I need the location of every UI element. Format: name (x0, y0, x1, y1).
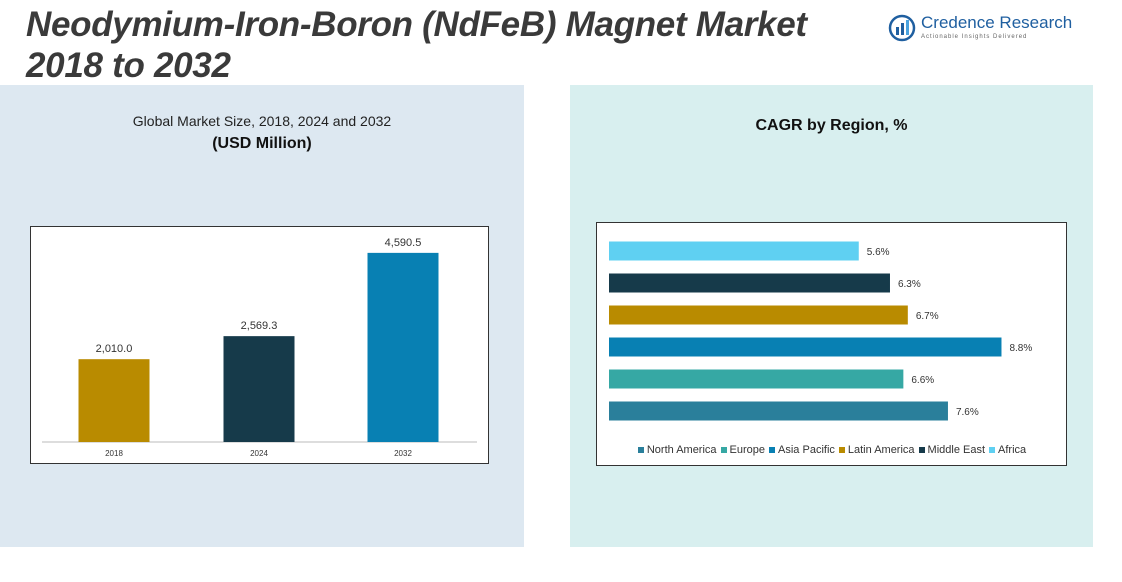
logo-name: Credence Research (921, 13, 1073, 32)
bar-asia-pacific (609, 337, 1002, 357)
data-label: 6.6% (911, 375, 934, 386)
data-label: 4,590.5 (385, 237, 422, 249)
logo-tagline: Actionable Insights Delivered (921, 34, 1028, 40)
legend-swatch (838, 447, 845, 454)
logo-icon (888, 14, 916, 42)
legend-swatch (720, 447, 727, 454)
bar-africa (609, 241, 859, 261)
x-tick-label: 2018 (105, 449, 123, 458)
bar-europe (609, 369, 904, 389)
cagr-horizontal-bar-chart: 5.6% 6.3% 6.7% 8.8% 6.6% 7.6% (596, 222, 1067, 466)
market-size-title: Global Market Size, 2018, 2024 and 2032 (132, 113, 392, 129)
market-size-bar-chart: 2,010.0 2018 2,569.3 2024 4,590.5 2032 (30, 226, 489, 464)
data-label: 7.6% (956, 407, 979, 418)
legend-item: Middle East (918, 444, 986, 456)
x-tick-label: 2032 (394, 449, 412, 458)
legend-item: Latin America (838, 444, 915, 456)
data-label: 2,569.3 (241, 320, 278, 332)
data-label: 8.8% (1009, 343, 1032, 354)
legend-swatch (918, 447, 925, 454)
legend-item: North America (637, 444, 717, 456)
bar-2018 (78, 359, 150, 442)
data-label: 6.7% (916, 311, 939, 322)
legend-label: North America (646, 444, 717, 456)
legend-item: Asia Pacific (769, 444, 835, 456)
legend-swatch (769, 447, 776, 454)
data-label: 2,010.0 (96, 343, 133, 355)
data-label: 6.3% (898, 279, 921, 290)
bar-middle-east (609, 273, 890, 293)
cagr-title: CAGR by Region, % (755, 117, 908, 134)
bar-latin-america (609, 305, 908, 325)
data-label: 5.6% (867, 247, 890, 258)
legend-label: Middle East (927, 444, 986, 456)
credence-research-logo: Credence Research Actionable Insights De… (887, 13, 1087, 43)
legend-label: Asia Pacific (778, 444, 835, 456)
cagr-legend: North America Europe Asia Pacific Latin Ame… (597, 444, 1067, 456)
legend-item: Africa (989, 444, 1026, 456)
page-title: Neodymium-Iron-Boron (NdFeB) Magnet Mark… (26, 5, 807, 85)
legend-item: Europe (720, 444, 766, 456)
legend-label: Africa (998, 444, 1027, 456)
legend-swatch (989, 447, 996, 454)
bar-2024 (223, 336, 295, 442)
market-size-unit: (USD Million) (212, 135, 312, 152)
bar-north-america (609, 401, 948, 421)
bar-2032 (367, 252, 439, 442)
x-tick-label: 2024 (250, 449, 268, 458)
legend-swatch (637, 447, 644, 454)
legend-label: Europe (729, 444, 766, 456)
legend-label: Latin America (847, 444, 915, 456)
